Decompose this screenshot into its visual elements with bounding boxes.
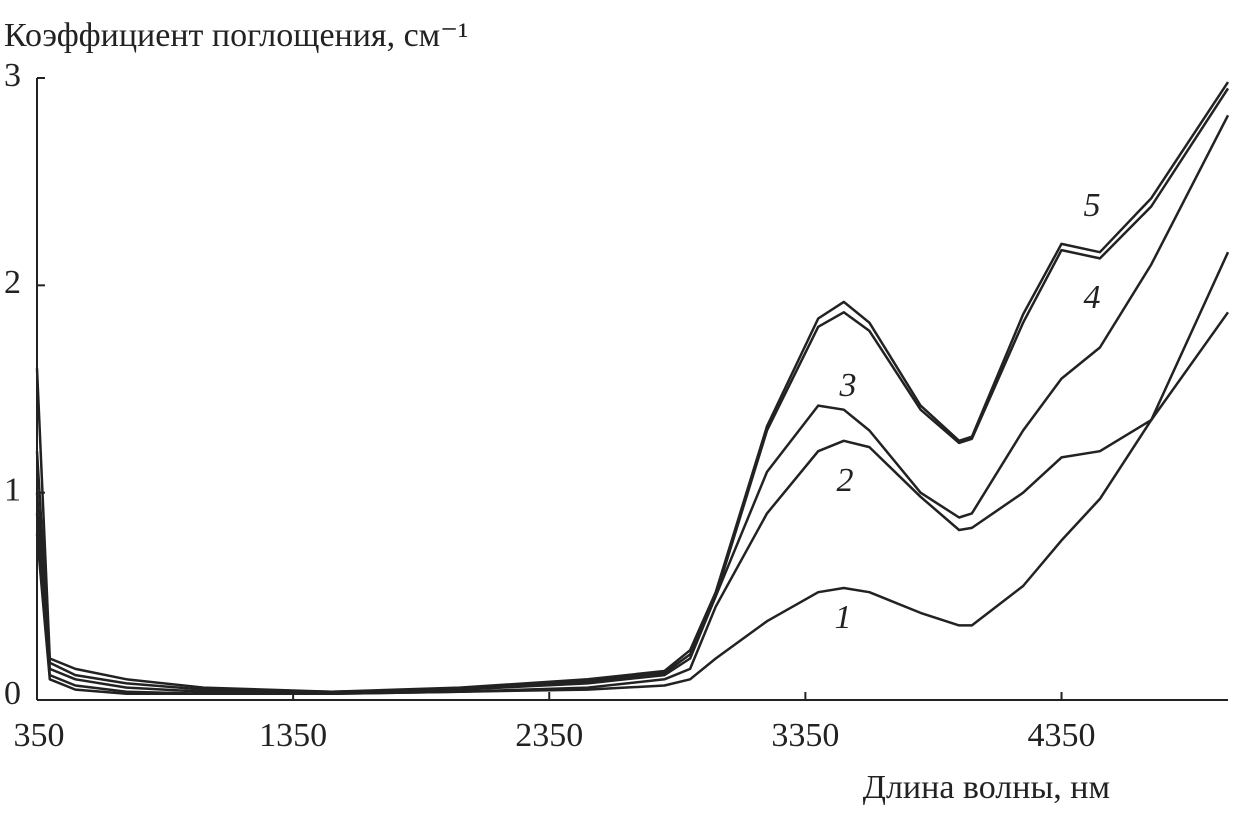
x-tick-label: 3350 xyxy=(771,717,839,754)
series-label: 3 xyxy=(839,367,857,404)
y-axis-label: Коэффициент поглощения, см⁻¹ xyxy=(4,17,468,54)
series-label: 4 xyxy=(1084,279,1101,316)
y-tick-label: 3 xyxy=(4,57,21,94)
data-line xyxy=(35,87,1230,693)
x-axis-label: Длина волны, нм xyxy=(863,769,1110,806)
x-tick-label: 1350 xyxy=(259,717,327,754)
series-label: 5 xyxy=(1084,187,1101,224)
series-label: 2 xyxy=(837,462,854,499)
series-label: 1 xyxy=(835,599,852,636)
y-tick-label: 2 xyxy=(4,264,21,301)
y-tick-label: 1 xyxy=(4,471,21,508)
data-line xyxy=(35,81,1230,693)
data-line xyxy=(35,114,1230,696)
data-line xyxy=(35,251,1230,696)
x-tick-label: 2350 xyxy=(515,717,583,754)
data-line xyxy=(35,311,1230,696)
x-tick-label: 350 xyxy=(14,717,65,754)
x-tick-label: 4350 xyxy=(1028,717,1096,754)
y-tick-label: 0 xyxy=(4,675,21,712)
